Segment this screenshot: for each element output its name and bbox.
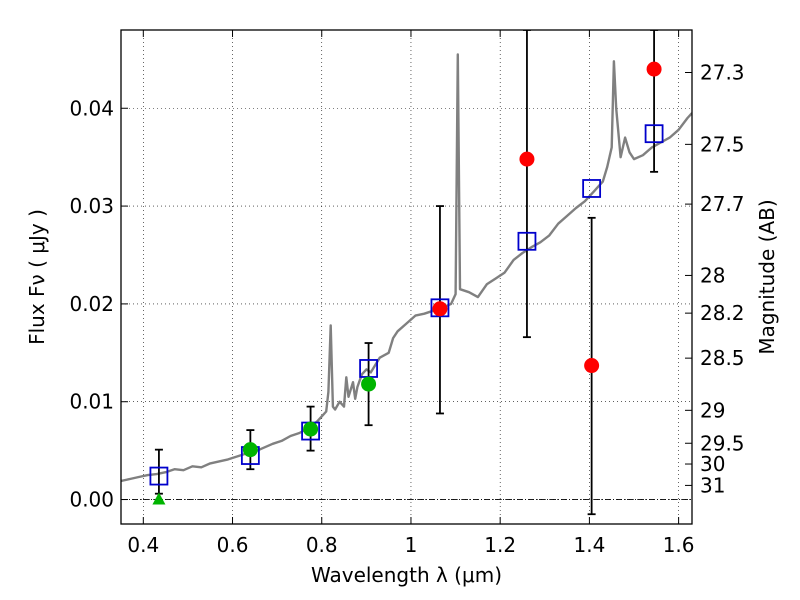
- y-axis-label: Flux Fν ( μJy ): [25, 209, 49, 345]
- model-band-square: [517, 231, 537, 251]
- x-tick-label: 0.8: [306, 533, 338, 557]
- x-axis-label: Wavelength λ (μm): [311, 563, 502, 587]
- y2-tick-label: 31: [700, 473, 725, 497]
- plot-frame: [120, 29, 693, 525]
- y2-tick-label: 29.5: [700, 431, 745, 455]
- flux-point: [584, 358, 600, 374]
- y2-tick-label: 27.7: [700, 192, 745, 216]
- y2-tick-label: 27.5: [700, 132, 745, 156]
- y2-axis-label: Magnitude (AB): [755, 199, 779, 354]
- flux-point: [303, 421, 319, 437]
- flux-point: [361, 376, 377, 392]
- y-tick-label: 0.04: [69, 96, 114, 120]
- flux-point: [519, 151, 535, 167]
- y-tick-label: 0.02: [69, 292, 114, 316]
- flux-point: [432, 301, 448, 317]
- x-tick-label: 1.6: [663, 533, 695, 557]
- spectrum-line: [121, 53, 692, 483]
- x-tick-label: 1: [405, 533, 418, 557]
- model-band-square: [644, 124, 664, 144]
- flux-point: [646, 61, 662, 77]
- y-tick-label: 0.01: [69, 390, 114, 414]
- x-tick-label: 0.6: [217, 533, 249, 557]
- flux-point: [242, 442, 258, 458]
- y2-tick-label: 28: [700, 263, 725, 287]
- y2-tick-label: 28.2: [700, 301, 745, 325]
- model-band-square: [582, 179, 602, 198]
- axis-ticks: 0.4 0.6 0.8 1 1.2 1.4 1.6 0.00 0.01 0.02 0.03 0.04 2…: [69, 30, 745, 557]
- grid-lines: [121, 30, 692, 524]
- model-band-square: [149, 466, 169, 486]
- x-tick-label: 1.2: [484, 533, 516, 557]
- y2-tick-label: 27.3: [700, 61, 745, 85]
- y2-tick-label: 28.5: [700, 346, 745, 370]
- y-tick-label: 0.03: [69, 194, 114, 218]
- y2-tick-label: 30: [700, 452, 725, 476]
- y-tick-label: 0.00: [69, 488, 114, 512]
- model-band-square: [430, 298, 450, 318]
- upper-limit-triangle: [152, 492, 166, 505]
- chart-series: [121, 30, 692, 516]
- y2-tick-label: 29: [700, 398, 725, 422]
- x-tick-label: 1.4: [573, 533, 605, 557]
- x-tick-label: 0.4: [127, 533, 159, 557]
